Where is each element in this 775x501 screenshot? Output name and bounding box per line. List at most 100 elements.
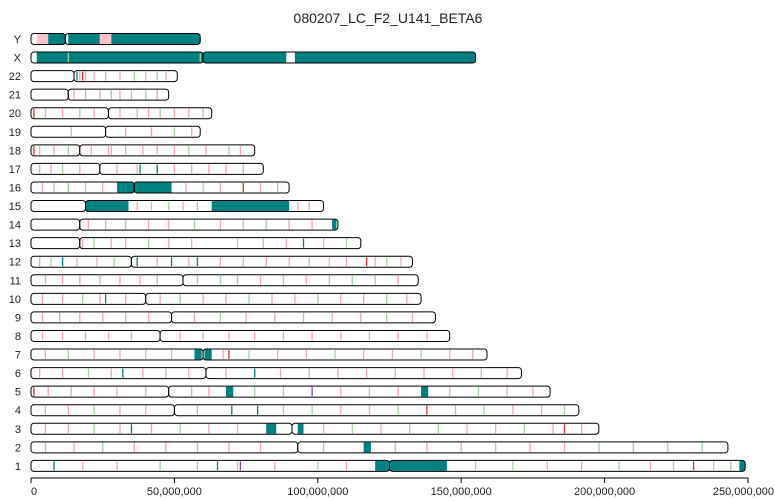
mark-green <box>165 368 167 378</box>
mark-pink <box>205 145 207 155</box>
mark-pink <box>142 145 144 155</box>
mark-pink <box>41 294 44 304</box>
mark-green <box>308 368 310 378</box>
mark-pink <box>110 238 113 248</box>
mark-pink <box>165 442 167 452</box>
mark-green <box>345 238 348 248</box>
q-arm-outline <box>145 292 422 305</box>
region-pink <box>36 34 49 44</box>
mark-green <box>420 350 422 360</box>
p-arm-outline <box>30 162 101 175</box>
mark-green <box>87 368 90 378</box>
mark-green <box>219 275 221 285</box>
mark-pink <box>228 442 230 452</box>
mark-pink <box>145 71 147 81</box>
mark-teal <box>104 294 107 304</box>
mark-pink <box>540 405 543 415</box>
mark-pink <box>61 331 64 341</box>
mark-green <box>67 182 69 192</box>
mark-green <box>125 145 127 155</box>
chromosome-15: 15 <box>9 200 325 213</box>
x-tick-label: 150,000,000 <box>431 486 492 498</box>
mark-pink <box>271 294 273 304</box>
mark-pink <box>360 312 362 322</box>
mark-green <box>136 108 138 118</box>
chromosome-22: 22 <box>9 70 178 83</box>
p-arm-outline <box>30 422 293 435</box>
mark-green <box>477 387 480 397</box>
region-pink <box>99 34 112 44</box>
mark-pink <box>472 350 474 360</box>
mark-red <box>242 182 244 192</box>
chromosome-label: 8 <box>15 331 21 343</box>
q-arm-outline <box>79 218 339 231</box>
mark-pink <box>222 350 224 360</box>
mark-green <box>248 350 250 360</box>
mark-pink <box>133 442 135 452</box>
mark-pink <box>185 182 187 192</box>
chromosome-label: 13 <box>9 238 21 250</box>
chart-title: 080207_LC_F2_U141_BETA6 <box>294 10 483 26</box>
mark-pink <box>82 238 84 248</box>
chromosome-label: 2 <box>15 442 21 454</box>
mark-red <box>82 71 84 81</box>
mark-pink <box>93 71 95 81</box>
mark-pink <box>208 387 210 397</box>
mark-pink <box>73 90 75 100</box>
chromosome-X: X <box>14 51 477 65</box>
mark-teal <box>122 368 124 378</box>
mark-green <box>265 220 267 230</box>
chromosome-6: 6 <box>15 367 522 380</box>
mark-pink <box>451 368 454 378</box>
x-tick-label: 250,000,000 <box>713 486 774 498</box>
q-arm-outline <box>202 51 477 64</box>
mark-pink <box>168 220 170 230</box>
chromosome-label: 21 <box>9 90 21 102</box>
chromosome-17: 17 <box>9 162 264 176</box>
mark-green <box>70 387 72 397</box>
q-arm-outline <box>67 88 170 101</box>
mark-pink <box>102 182 104 192</box>
mark-red <box>33 108 35 118</box>
mark-pink <box>532 387 534 397</box>
mark-pink <box>365 368 368 378</box>
mark-pink <box>236 461 239 471</box>
mark-pink <box>168 238 170 248</box>
mark-pink <box>279 368 282 378</box>
mark-pink <box>116 164 118 174</box>
mark-green <box>202 182 204 192</box>
region-teal <box>134 182 172 193</box>
mark-pink <box>397 331 399 341</box>
chromosome-3: 3 <box>15 422 600 436</box>
q-arm-outline <box>79 144 256 157</box>
mark-green <box>242 164 244 174</box>
mark-green <box>311 405 313 415</box>
mark-green <box>125 220 127 230</box>
mark-green <box>99 275 101 285</box>
mark-green <box>480 368 482 378</box>
mark-red <box>692 461 695 471</box>
mark-green <box>133 71 135 81</box>
q-arm-outline <box>64 33 201 45</box>
chromosome-13: 13 <box>9 237 362 250</box>
mark-pink <box>147 312 150 322</box>
q-arm-outline <box>389 459 746 472</box>
p-arm-outline <box>30 237 81 250</box>
mark-pink <box>225 294 227 304</box>
mark-green <box>202 108 204 118</box>
mark-pink <box>374 257 376 267</box>
mark-pink <box>136 164 138 174</box>
chromosome-label: 11 <box>10 275 21 287</box>
mark-pink <box>193 312 196 322</box>
mark-pink <box>265 257 267 267</box>
mark-pink <box>99 294 101 304</box>
mark-pink <box>119 108 121 118</box>
mark-green <box>563 405 566 415</box>
mark-pink <box>219 220 221 230</box>
mark-pink <box>331 312 333 322</box>
mark-pink <box>400 257 402 267</box>
mark-pink <box>297 201 299 211</box>
mark-pink <box>182 201 184 211</box>
q-arm-outline <box>159 329 451 342</box>
